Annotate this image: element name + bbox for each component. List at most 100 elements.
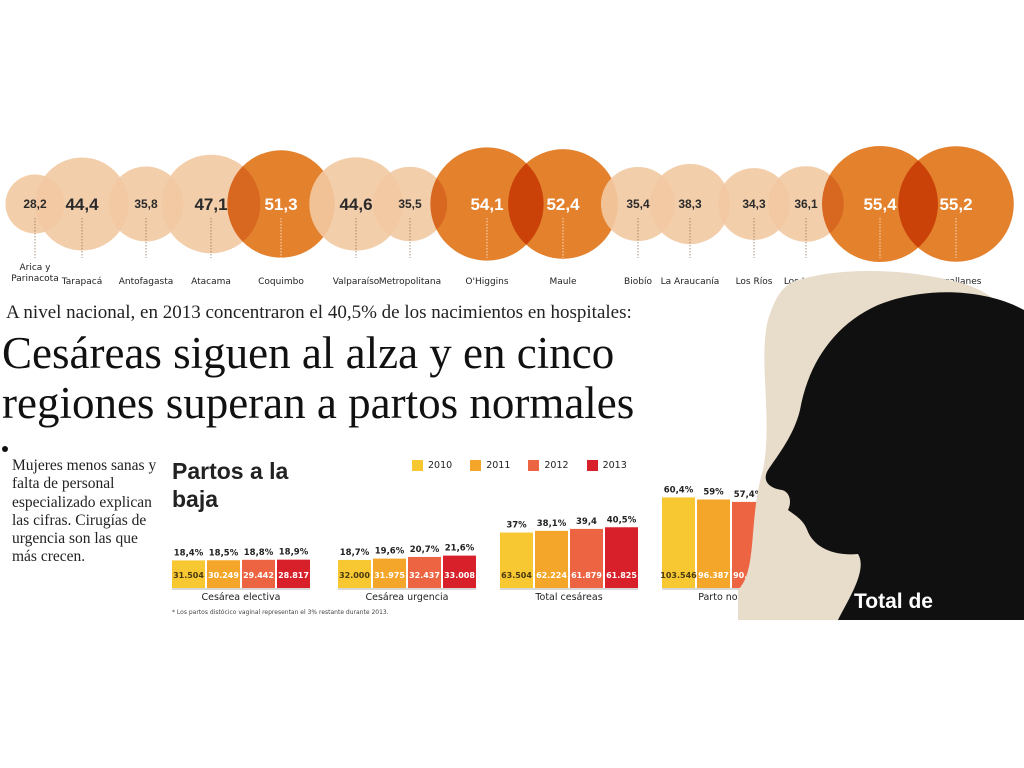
bar (443, 555, 476, 588)
region-name-label: La Araucanía (661, 277, 720, 287)
bar-percent-label: 20,7% (410, 545, 440, 555)
legend-item-2013: 2013 (586, 460, 627, 471)
legend-swatch-2012 (528, 460, 540, 471)
region-name-label: Arica y Parinacota (11, 263, 58, 284)
bar-count-label: 31.504 (173, 571, 204, 580)
bar-count-label: 96.387 (698, 571, 729, 580)
bar-count-label: 32.437 (409, 571, 440, 580)
bar (662, 497, 695, 588)
bar-percent-label: 39,4 (576, 517, 597, 527)
subhead: A nivel nacional, en 2013 concentraron e… (6, 302, 632, 323)
region-bubble (768, 166, 844, 242)
bar-count-label: 103.546 (660, 571, 697, 580)
region-name-label: Coquimbo (258, 277, 304, 287)
region-name-label: Valparaíso (333, 277, 380, 287)
region-bubbles (5, 146, 1014, 262)
bar-group: 18,4% 31.504 18,5% 30.249 18,8% 29.442 18,9% 28… (172, 548, 310, 603)
region-value-label: 36,1 (794, 197, 818, 211)
region-name-label: Tarapacá (61, 277, 102, 287)
bar-percent-label: 57,4% (734, 490, 764, 500)
region-bubble (372, 166, 448, 242)
bar (338, 559, 371, 588)
legend-item-2012: 2012 (528, 460, 569, 471)
legend-swatch-2010 (412, 460, 423, 471)
group-label: Cesárea electiva (202, 592, 281, 603)
region-bubble (649, 163, 731, 245)
intro-text: Mujeres menos sanas y falta de personal … (12, 457, 157, 566)
legend-label-2011: 2011 (486, 460, 511, 471)
bar-percent-label: 37% (506, 521, 527, 531)
bar-percent-label: 18,9% (279, 548, 309, 558)
bar (570, 528, 603, 588)
group-label: Cesárea urgencia (366, 592, 449, 603)
bar-percent-label: 21,6% (445, 544, 475, 554)
bar-count-label: 32.000 (339, 571, 370, 580)
region-value-label: 54,1 (470, 195, 503, 214)
bar-percent-label: 18,7% (340, 548, 370, 558)
bar (500, 532, 533, 588)
region-value-label: 44,6 (339, 195, 372, 214)
partos-bar-chart: 18,4% 31.504 18,5% 30.249 18,8% 29.442 18,9% 28… (172, 485, 800, 603)
regions-bubble-row: 28,2 Arica y Parinacota 44,4 Tarapacá 35,8 Ant… (5, 146, 1014, 287)
legend-swatch-2011 (470, 460, 482, 471)
region-bubble (309, 157, 403, 251)
region-value-label: 52,4 (546, 195, 580, 214)
legend-item-2011: 2011 (470, 460, 510, 471)
region-value-label: 35,4 (626, 197, 650, 211)
bar-percent-label: 18,5% (209, 548, 239, 558)
group-label: Total cesáreas (534, 592, 602, 603)
legend-item-2010: 2010 (412, 460, 452, 471)
bar (242, 559, 275, 588)
legend-label-2010: 2010 (428, 460, 453, 471)
bar-count-label: 31.975 (374, 571, 405, 580)
bar-count-label: 33.008 (444, 571, 475, 580)
legend-label-2012: 2012 (544, 460, 569, 471)
region-value-label: 44,4 (65, 195, 99, 214)
bar (697, 499, 730, 588)
bar (605, 527, 638, 588)
bar-count-label: 28.817 (278, 571, 309, 580)
region-name-label: O'Higgins (465, 277, 508, 287)
legend-label-2013: 2013 (602, 460, 627, 471)
bar-count-label: 62.224 (536, 571, 567, 580)
year-legend: 2010 2011 2012 2013 (412, 460, 627, 471)
region-bubble (227, 150, 335, 258)
bar-percent-label: 18,4% (174, 548, 204, 558)
footnote: * Los partos distócico vaginal represent… (172, 609, 389, 616)
region-name-label: Biobío (624, 277, 652, 287)
region-bubble (898, 146, 1014, 262)
region-value-label: 55,2 (939, 195, 972, 214)
bar-count-label: 30.249 (208, 571, 239, 580)
bar-count-label: 61.825 (606, 571, 637, 580)
bar (207, 560, 240, 588)
group-label: Parto normal* (698, 592, 764, 603)
woman-silhouette-illustration (738, 270, 1024, 620)
region-name-label: Atacama (191, 277, 231, 287)
region-bubble (108, 166, 184, 242)
region-value-label: 47,1 (194, 195, 227, 214)
bar-count-label: 63.504 (501, 571, 532, 580)
region-name-label: Los Ríos (736, 277, 773, 287)
bar-percent-label: 40,5% (607, 515, 637, 525)
region-value-label: 28,2 (23, 197, 47, 211)
bar-percent-label: 59% (703, 488, 724, 498)
region-bubble (508, 149, 618, 259)
woman-head-silhouette (765, 292, 1024, 620)
headline: Cesáreas siguen al alza y en cinco regio… (2, 328, 635, 428)
region-name-label: Antofagasta (119, 277, 174, 287)
bar-percent-label: 38,1% (537, 519, 567, 529)
region-bubble (718, 168, 790, 240)
legend-swatch-2013 (586, 460, 598, 471)
region-value-label: 35,5 (398, 197, 422, 211)
region-name-label: Maule (549, 277, 576, 287)
region-value-label: 34,3 (742, 197, 766, 211)
region-value-label: 51,3 (264, 195, 297, 214)
bullet-dot (2, 446, 8, 452)
region-value-label: 35,8 (134, 197, 158, 211)
bar-group: 37% 63.504 38,1% 62.224 39,4 61.879 40,5% 61.82… (500, 515, 638, 603)
bar-count-label: 29.442 (243, 571, 274, 580)
bar-group: 18,7% 32.000 19,6% 31.975 20,7% 32.437 21,6% 33… (338, 544, 476, 603)
region-bubble (430, 147, 544, 261)
bar-percent-label: 18,8% (244, 548, 274, 558)
